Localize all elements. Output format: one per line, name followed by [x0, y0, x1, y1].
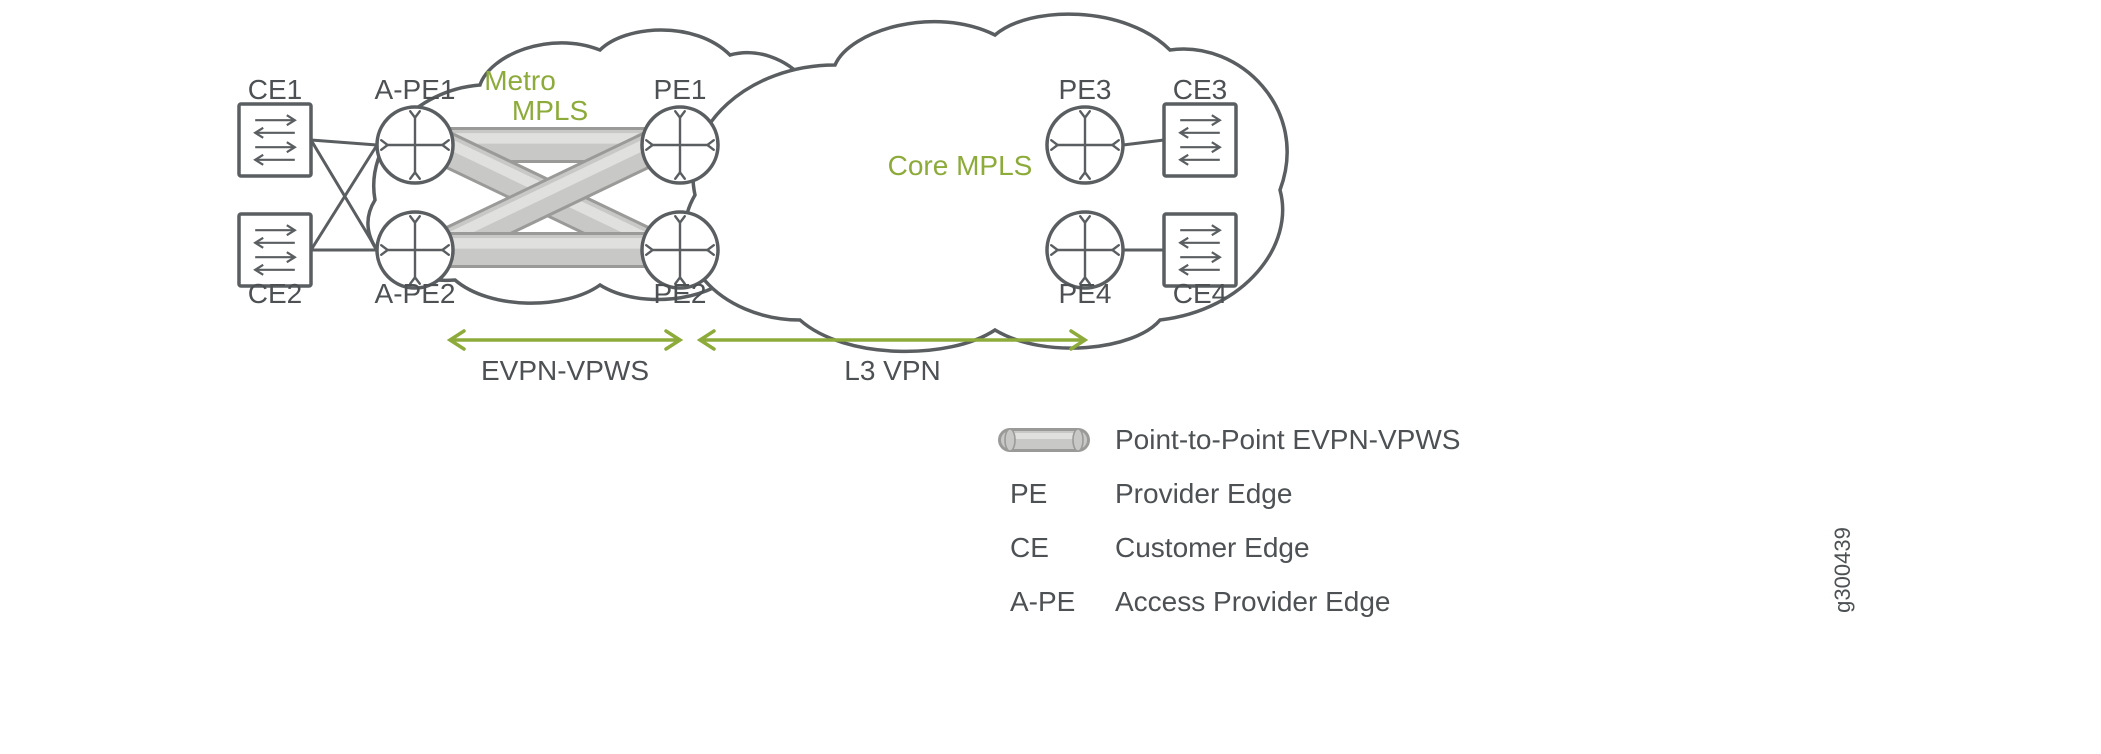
- node-ce2: [239, 214, 311, 286]
- legend: Point-to-Point EVPN-VPWS PE Provider Edge C…: [1005, 424, 1460, 617]
- label-ce4: CE4: [1173, 278, 1227, 309]
- legend-text-ce: Customer Edge: [1115, 532, 1310, 563]
- node-pe1: [642, 107, 718, 183]
- range-l3-vpn-label: L3 VPN: [844, 355, 941, 386]
- legend-text-a-pe: Access Provider Edge: [1115, 586, 1390, 617]
- node-pe3: [1047, 107, 1123, 183]
- label-ape2: A-PE2: [375, 278, 456, 309]
- node-ape2: [377, 212, 453, 288]
- label-pe3: PE3: [1059, 74, 1112, 105]
- range-evpn-vpws-label: EVPN-VPWS: [481, 355, 649, 386]
- node-pe2: [642, 212, 718, 288]
- link-ce1-ape1: [311, 140, 377, 145]
- figure-id: g300439: [1830, 527, 1855, 613]
- label-metro-2: MPLS: [512, 95, 588, 126]
- label-core: Core MPLS: [888, 150, 1033, 181]
- legend-abbr-pe: PE: [1010, 478, 1047, 509]
- label-ce3: CE3: [1173, 74, 1227, 105]
- node-ce3: [1164, 104, 1236, 176]
- label-pe4: PE4: [1059, 278, 1112, 309]
- node-ce4: [1164, 214, 1236, 286]
- node-ape1: [377, 107, 453, 183]
- legend-item-swatch-text: Point-to-Point EVPN-VPWS: [1115, 424, 1460, 455]
- node-pe4: [1047, 212, 1123, 288]
- label-pe2: PE2: [654, 278, 707, 309]
- range-evpn-vpws: [450, 331, 680, 349]
- legend-abbr-a-pe: A-PE: [1010, 586, 1075, 617]
- label-ape1: A-PE1: [375, 74, 456, 105]
- node-ce1: [239, 104, 311, 176]
- legend-abbr-ce: CE: [1010, 532, 1049, 563]
- label-ce2: CE2: [248, 278, 302, 309]
- label-metro-1: Metro: [484, 65, 556, 96]
- label-pe1: PE1: [654, 74, 707, 105]
- label-ce1: CE1: [248, 74, 302, 105]
- legend-text-pe: Provider Edge: [1115, 478, 1292, 509]
- diagram: CE1 CE2 A-PE1 A-PE2 PE1 PE2 PE3 PE4 CE3 CE4 MetroM…: [0, 0, 2101, 754]
